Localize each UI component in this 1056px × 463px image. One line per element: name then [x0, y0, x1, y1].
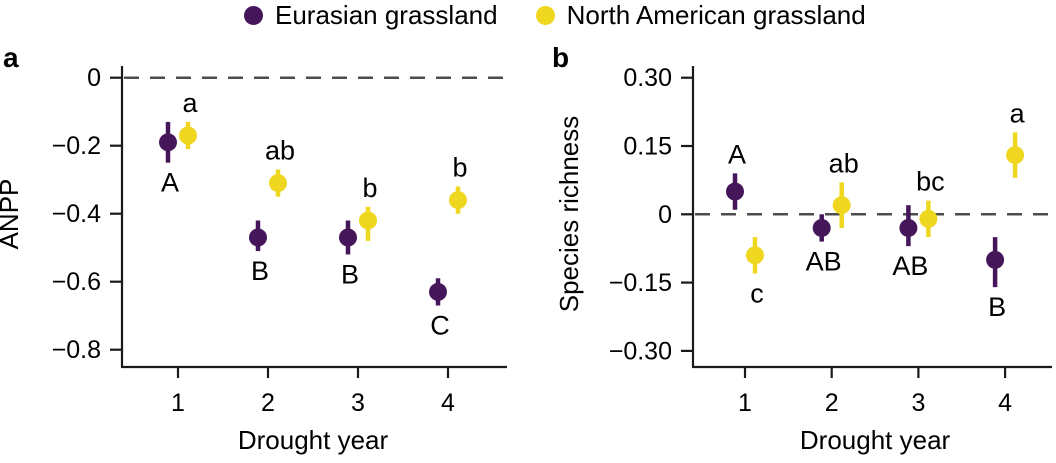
- data-point: [726, 182, 744, 201]
- x-tick-label: 2: [261, 389, 275, 417]
- data-point: [159, 133, 177, 152]
- x-axis-title: Drought year: [238, 425, 389, 455]
- x-tick-label: 1: [738, 389, 752, 417]
- north-american-legend-dot-icon: [535, 5, 555, 25]
- x-axis-title: Drought year: [800, 425, 951, 455]
- panel-label-b: b: [552, 42, 570, 73]
- data-point: [919, 209, 938, 228]
- y-axis-title: ANPP: [0, 179, 24, 250]
- significance-letter: c: [750, 278, 764, 308]
- significance-letter: B: [251, 256, 269, 286]
- y-tick-label: 0: [87, 64, 101, 92]
- significance-letter: B: [341, 260, 359, 290]
- y-tick-label: −0.4: [52, 200, 101, 228]
- significance-letter: ab: [265, 136, 295, 166]
- data-point: [269, 174, 287, 193]
- x-tick-label: 1: [171, 389, 185, 417]
- x-tick-label: 4: [441, 389, 455, 417]
- x-tick-label: 3: [351, 389, 365, 417]
- y-tick-label: −0.8: [52, 336, 101, 364]
- legend-item-eurasian: Eurasian grassland: [244, 0, 498, 31]
- significance-letter: a: [1010, 98, 1026, 128]
- significance-letter: B: [988, 292, 1006, 322]
- y-tick-label: −0.30: [609, 337, 672, 365]
- data-point: [746, 246, 764, 265]
- x-tick-label: 4: [998, 389, 1012, 417]
- eurasian-legend-dot-icon: [244, 5, 263, 25]
- significance-letter: a: [182, 88, 198, 118]
- data-point: [449, 191, 467, 210]
- significance-letter: ab: [829, 148, 859, 178]
- y-tick-label: 0: [658, 201, 672, 229]
- significance-letter: A: [161, 168, 179, 198]
- data-point: [429, 282, 447, 301]
- significance-letter: C: [430, 311, 450, 341]
- data-point: [339, 228, 357, 247]
- y-tick-label: −0.15: [609, 269, 672, 297]
- data-point: [812, 218, 831, 237]
- legend-label-eurasian: Eurasian grassland: [275, 0, 498, 30]
- data-point: [986, 250, 1005, 269]
- y-tick-label: 0.15: [623, 133, 672, 161]
- y-tick-label: −0.6: [52, 268, 101, 296]
- significance-letter: b: [362, 173, 377, 203]
- y-tick-label: 0.30: [623, 64, 672, 92]
- data-point: [249, 228, 267, 247]
- data-point: [832, 196, 851, 215]
- y-tick-label: −0.2: [52, 132, 101, 160]
- significance-letter: AB: [806, 247, 842, 277]
- legend-label-north-american: North American grassland: [566, 0, 866, 30]
- significance-letter: b: [452, 153, 467, 183]
- data-point: [899, 218, 918, 237]
- significance-letter: A: [728, 139, 746, 169]
- data-point: [1006, 146, 1025, 165]
- x-tick-label: 2: [825, 389, 839, 417]
- legend-item-north-american: North American grassland: [535, 0, 866, 31]
- data-point: [179, 126, 197, 145]
- y-axis-title: Species richness: [554, 116, 584, 313]
- x-tick-label: 3: [911, 389, 925, 417]
- legend: Eurasian grassland North American grassl…: [244, 0, 866, 30]
- significance-letter: AB: [892, 251, 928, 281]
- data-point: [359, 211, 377, 230]
- panel-label-a: a: [3, 42, 19, 73]
- significance-letter: bc: [916, 167, 945, 197]
